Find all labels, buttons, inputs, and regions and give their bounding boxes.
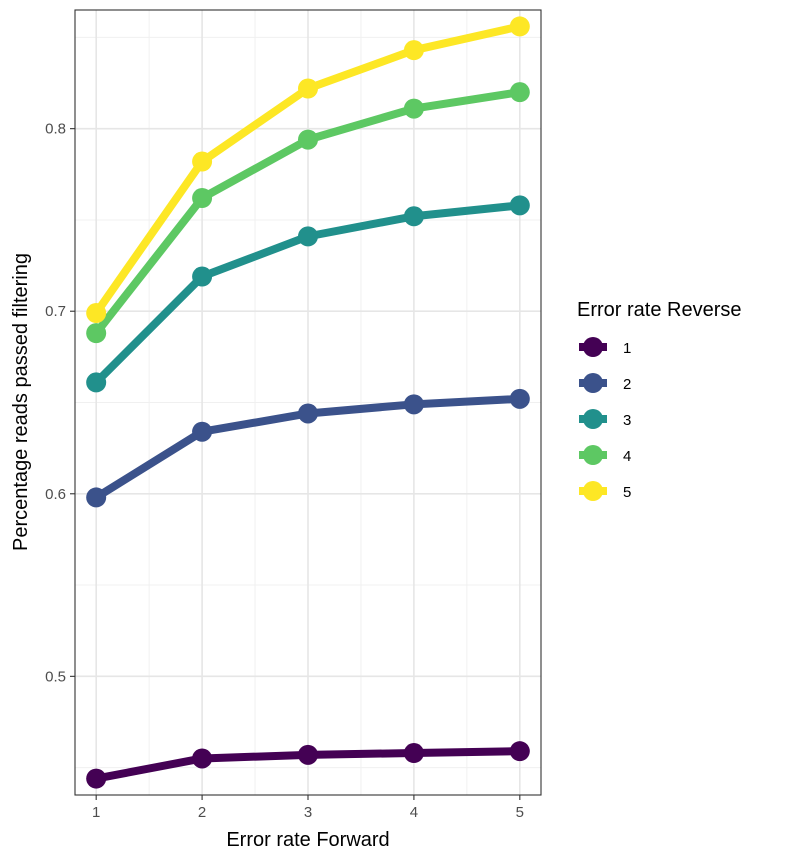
x-tick-label: 5 xyxy=(516,804,524,821)
data-point xyxy=(403,40,424,61)
data-point xyxy=(403,206,424,227)
legend-key-point xyxy=(583,373,603,393)
data-point xyxy=(86,487,107,508)
legend-label: 1 xyxy=(623,340,631,357)
legend-label: 3 xyxy=(623,412,631,429)
series-2 xyxy=(86,388,530,508)
data-point xyxy=(192,421,213,442)
data-point xyxy=(509,388,530,409)
legend-key-point xyxy=(583,445,603,465)
series-layer xyxy=(86,16,530,789)
legend-key-point xyxy=(583,481,603,501)
y-tick-label: 0.6 xyxy=(45,486,66,503)
legend-item-4: 4 xyxy=(579,445,631,465)
y-axis-title: Percentage reads passed filtering xyxy=(10,253,32,551)
legend-item-3: 3 xyxy=(579,409,631,429)
data-point xyxy=(403,394,424,415)
y-tick-label: 0.7 xyxy=(45,303,66,320)
data-point xyxy=(298,403,318,424)
data-point xyxy=(192,151,213,172)
data-point xyxy=(86,323,107,344)
y-axis: 0.5 0.6 0.7 0.8 xyxy=(45,121,75,685)
data-point xyxy=(403,743,424,764)
legend-item-5: 5 xyxy=(579,481,631,501)
data-point xyxy=(298,78,318,99)
data-point xyxy=(298,226,318,247)
legend-label: 5 xyxy=(623,484,631,501)
legend-item-2: 2 xyxy=(579,373,631,393)
data-point xyxy=(403,98,424,119)
series-4 xyxy=(86,82,530,344)
data-point xyxy=(509,16,530,37)
legend-key-point xyxy=(583,337,603,357)
x-axis: 1 2 3 4 5 xyxy=(92,795,524,821)
data-point xyxy=(192,748,213,769)
x-tick-label: 2 xyxy=(198,804,206,821)
data-point xyxy=(298,744,318,765)
legend-items: 1 2 3 4 5 xyxy=(579,337,631,501)
data-point xyxy=(509,82,530,103)
x-tick-label: 3 xyxy=(304,804,312,821)
data-point xyxy=(192,188,213,209)
data-point xyxy=(86,372,107,393)
series-1 xyxy=(86,741,530,789)
data-point xyxy=(509,741,530,762)
legend-label: 2 xyxy=(623,376,631,393)
series-5 xyxy=(86,16,530,324)
data-point xyxy=(86,303,107,324)
data-point xyxy=(86,768,107,789)
legend-item-1: 1 xyxy=(579,337,631,357)
series-3 xyxy=(86,195,530,393)
legend-key-point xyxy=(583,409,603,429)
x-axis-title: Error rate Forward xyxy=(226,829,389,851)
y-tick-label: 0.8 xyxy=(45,121,66,138)
x-tick-label: 1 xyxy=(92,804,100,821)
legend-label: 4 xyxy=(623,448,631,465)
y-tick-label: 0.5 xyxy=(45,668,66,685)
data-point xyxy=(298,129,318,150)
data-point xyxy=(509,195,530,216)
x-tick-label: 4 xyxy=(410,804,418,821)
data-point xyxy=(192,266,213,287)
legend-title: Error rate Reverse xyxy=(577,299,742,321)
legend: Error rate Reverse 1 2 3 4 5 xyxy=(577,299,742,501)
